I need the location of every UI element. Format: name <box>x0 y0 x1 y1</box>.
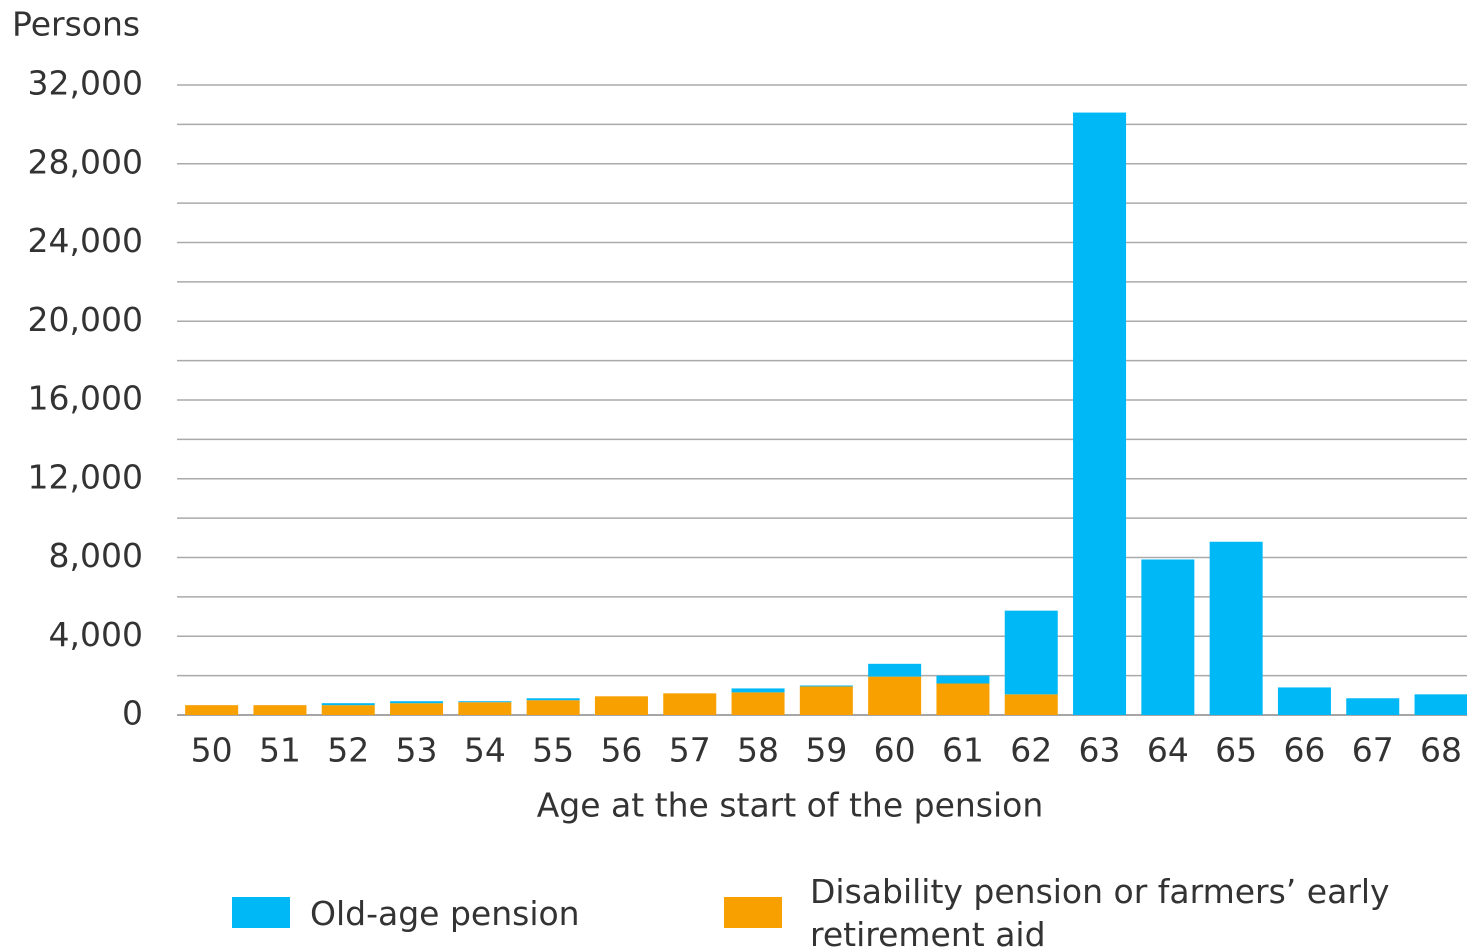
bar-segment <box>390 701 444 704</box>
y-tick-label: 32,000 <box>28 64 143 103</box>
x-tick-label: 67 <box>1352 731 1394 770</box>
bar-segment <box>1073 112 1127 715</box>
y-tick-label: 12,000 <box>28 457 143 496</box>
bar-segment <box>1004 694 1058 715</box>
x-tick-label: 57 <box>669 731 711 770</box>
x-tick-label: 59 <box>805 731 847 770</box>
bar-segment <box>799 685 853 687</box>
bar-segment <box>936 683 990 715</box>
y-tick-label: 20,000 <box>28 300 143 339</box>
bar-segment <box>1277 687 1331 715</box>
x-tick-label: 52 <box>327 731 369 770</box>
y-tick-label: 0 <box>122 694 143 733</box>
bar-segment <box>731 688 785 693</box>
x-tick-label: 61 <box>942 731 984 770</box>
bar-segment <box>731 692 785 715</box>
x-tick-label: 62 <box>1010 731 1052 770</box>
x-tick-label: 55 <box>532 731 574 770</box>
x-axis-label: Age at the start of the pension <box>537 786 1044 825</box>
bar-segment <box>1004 610 1058 695</box>
bar-segment <box>663 693 717 715</box>
x-tick-label: 56 <box>600 731 642 770</box>
bar-segment <box>253 705 307 715</box>
legend-swatch <box>724 897 782 928</box>
bar-segment <box>458 701 512 703</box>
bar-segment <box>799 686 853 715</box>
bar-segment <box>321 705 375 715</box>
bar-segment <box>458 702 512 715</box>
y-tick-label: 24,000 <box>28 221 143 260</box>
x-tick-label: 64 <box>1147 731 1189 770</box>
bar-segment <box>594 696 648 715</box>
y-axis-label: Persons <box>12 5 140 44</box>
y-tick-label: 28,000 <box>28 142 143 181</box>
x-tick-label: 66 <box>1283 731 1325 770</box>
y-tick-label: 8,000 <box>49 536 143 575</box>
bar-segment <box>185 705 239 715</box>
bar-segment <box>868 676 922 715</box>
bar-segment <box>868 663 922 677</box>
bar-segment <box>526 698 580 701</box>
bar-segment <box>321 703 375 706</box>
x-tick-label: 54 <box>464 731 506 770</box>
y-tick-label: 16,000 <box>28 379 143 418</box>
bar-segment <box>936 675 990 684</box>
bar-segment <box>1141 559 1195 715</box>
x-tick-label: 60 <box>874 731 916 770</box>
legend-swatch <box>232 897 290 928</box>
x-tick-label: 53 <box>396 731 438 770</box>
bar-segment <box>1209 541 1263 715</box>
bar-segment <box>526 700 580 715</box>
x-tick-label: 58 <box>737 731 779 770</box>
x-tick-label: 51 <box>259 731 301 770</box>
legend-label: Disability pension or farmers’ early ret… <box>810 872 1390 947</box>
x-tick-label: 63 <box>1079 731 1121 770</box>
legend-label: Old-age pension <box>310 893 580 933</box>
bar-segment <box>390 703 444 715</box>
x-tick-label: 50 <box>191 731 233 770</box>
bar-segment <box>1346 698 1400 715</box>
y-tick-label: 4,000 <box>49 615 143 654</box>
x-tick-label: 68 <box>1420 731 1462 770</box>
x-tick-label: 65 <box>1215 731 1257 770</box>
bar-segment <box>1414 694 1467 715</box>
